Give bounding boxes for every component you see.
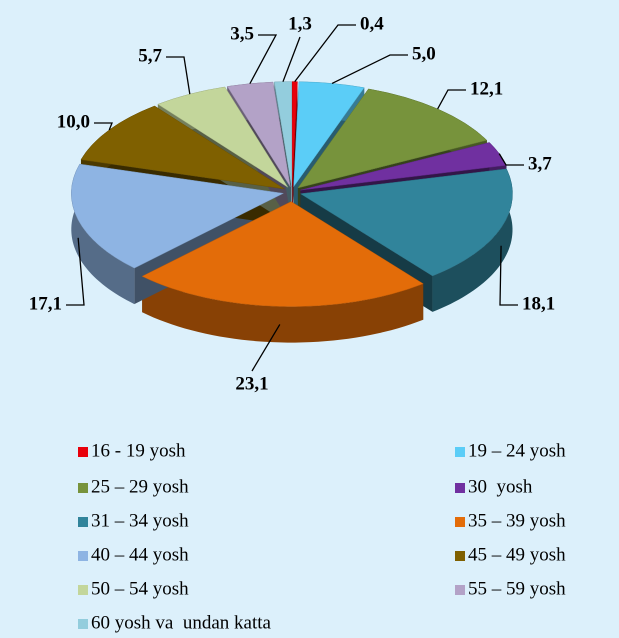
legend-swatch — [455, 517, 465, 527]
legend-label: 30 yosh — [468, 476, 533, 497]
data-label: 5,7 — [138, 45, 162, 66]
leader-line — [331, 54, 408, 85]
legend-swatch — [455, 585, 465, 595]
labels: 0,4 5,0 12,1 3,7 18,1 23,1 17,1 10,0 5,7 3,5 1,3 — [29, 13, 556, 394]
leader-line — [294, 24, 356, 83]
legend-label: 35 – 39 yosh — [468, 510, 566, 531]
legend-swatch — [78, 517, 88, 527]
slice-side — [432, 168, 513, 312]
leader-line — [251, 324, 281, 372]
leader-line — [499, 245, 518, 306]
legend-label: 60 yosh va undan katta — [91, 612, 272, 633]
data-label: 23,1 — [235, 373, 268, 394]
leader-line — [66, 237, 85, 306]
pie-slice — [299, 168, 513, 277]
legend-label: 55 – 59 yosh — [468, 578, 566, 599]
data-label: 12,1 — [470, 78, 503, 99]
pie-slice — [157, 86, 289, 188]
data-label: 0,4 — [360, 13, 384, 34]
leader-line — [498, 153, 524, 166]
leader-line — [94, 122, 113, 131]
legend-swatch — [78, 619, 88, 629]
pie-slice — [141, 201, 424, 307]
legend-label: 40 – 44 yosh — [91, 544, 189, 565]
legend-swatch — [78, 447, 88, 457]
legend-swatch — [455, 447, 465, 457]
leader-line — [166, 56, 191, 95]
data-label: 3,5 — [230, 23, 254, 44]
data-label: 18,1 — [522, 293, 555, 314]
slice-side — [71, 164, 135, 305]
legend-swatch — [78, 483, 88, 493]
data-label: 17,1 — [29, 293, 62, 314]
legend-swatch — [455, 483, 465, 493]
legend-label: 16 - 19 yosh — [91, 440, 186, 461]
pie-tops — [71, 81, 513, 307]
legend-swatch — [455, 551, 465, 561]
data-label: 1,3 — [288, 13, 312, 34]
legend-swatch — [78, 585, 88, 595]
legend-label: 25 – 29 yosh — [91, 476, 189, 497]
legend-label: 50 – 54 yosh — [91, 578, 189, 599]
pie-slice — [71, 163, 285, 269]
legend-swatch — [78, 551, 88, 561]
legend-label: 45 – 49 yosh — [468, 544, 566, 565]
data-label: 10,0 — [57, 111, 90, 132]
data-label: 3,7 — [528, 153, 552, 174]
data-label: 5,0 — [412, 43, 436, 64]
slice-side — [142, 276, 424, 343]
leader-line — [282, 36, 301, 82]
leader-line — [249, 34, 278, 84]
leader-line — [437, 89, 466, 110]
legend-label: 31 – 34 yosh — [91, 510, 189, 531]
legend-label: 19 – 24 yosh — [468, 440, 566, 461]
